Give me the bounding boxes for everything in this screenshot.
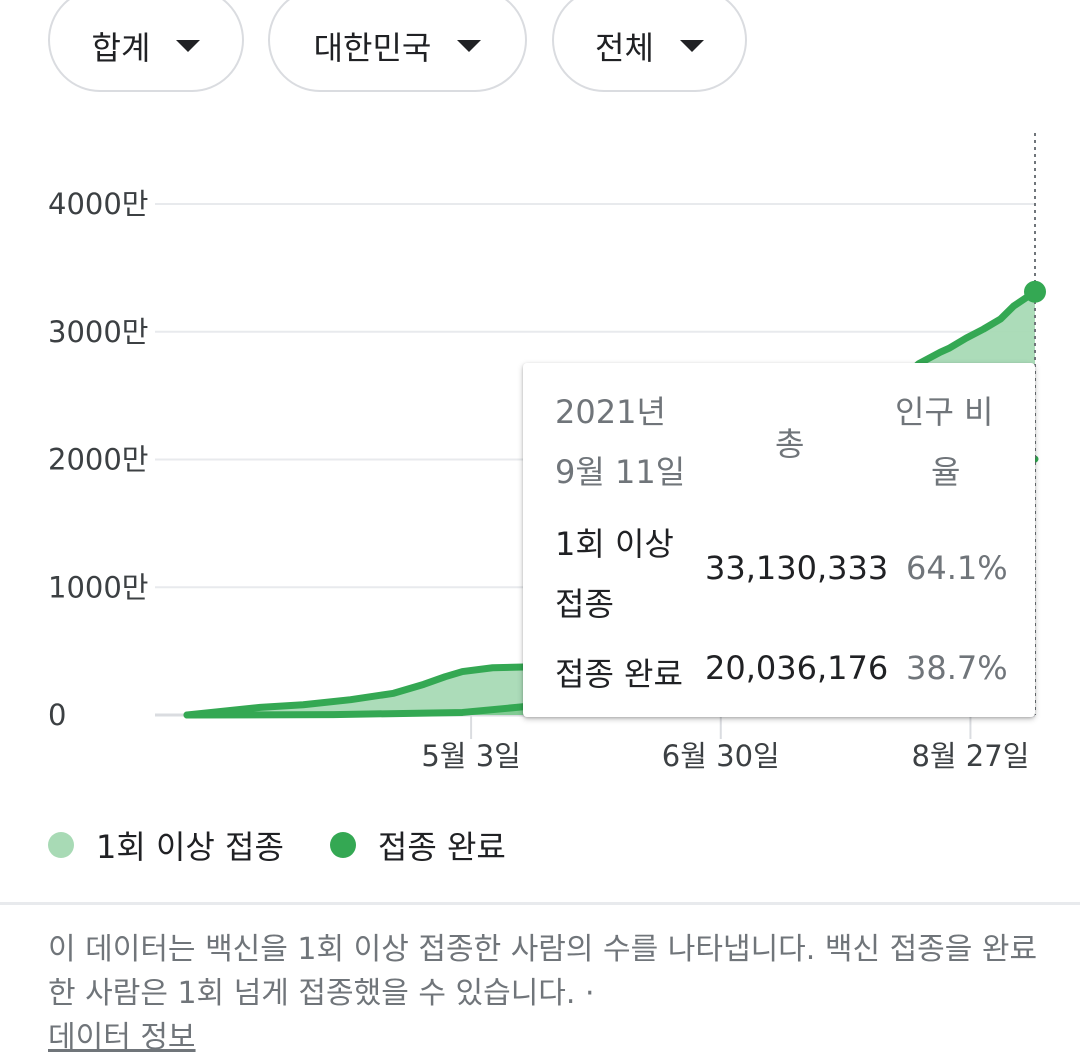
tooltip-row1-total: 33,130,333 <box>705 549 889 587</box>
y-tick-label: 3000만 <box>48 315 148 349</box>
dropdown-arrow-icon <box>457 40 482 52</box>
legend-label: 접종 완료 <box>377 828 506 866</box>
chart-legend: 1회 이상 접종 접종 완료 <box>48 822 552 868</box>
tooltip-row2-total: 20,036,176 <box>705 649 889 687</box>
tooltip-col-ratio-line2: 율 <box>931 453 961 491</box>
filter-chip-total[interactable]: 합계 <box>48 0 244 92</box>
tooltip-date-line1: 2021년 <box>555 393 666 431</box>
legend-item-first-dose[interactable]: 1회 이상 접종 <box>48 822 284 868</box>
tooltip-row1-ratio: 64.1% <box>906 549 1008 587</box>
dropdown-arrow-icon <box>679 40 704 52</box>
y-tick-label: 0 <box>48 698 66 732</box>
filter-chip-label: 대한민국 <box>313 29 432 67</box>
tooltip-date-line2: 9월 11일 <box>555 453 686 491</box>
legend-label: 1회 이상 접종 <box>96 828 284 866</box>
tooltip-row1-label-line2: 접종 <box>555 585 614 623</box>
hover-point <box>1024 280 1046 303</box>
y-tick-label: 4000만 <box>48 187 148 221</box>
y-tick-label: 1000만 <box>48 570 148 604</box>
tooltip-col-total: 총 <box>775 425 805 463</box>
legend-dot-icon <box>48 832 74 858</box>
legend-dot-icon <box>329 832 356 858</box>
data-note-text: 이 데이터는 백신을 1회 이상 접종한 사람의 수를 나타냅니다. 백신 접종… <box>48 932 1038 1011</box>
tooltip-col-ratio-line1: 인구 비 <box>895 393 994 431</box>
x-tick-label: 6월 30일 <box>662 739 780 773</box>
chart-tooltip: 2021년 9월 11일 총 인구 비 율 1회 이상 접종 33,130,33… <box>523 363 1035 717</box>
y-tick-label: 2000만 <box>48 443 148 477</box>
hover-marker <box>1024 133 1046 715</box>
section-divider <box>0 902 1080 905</box>
filter-chip-label: 전체 <box>595 29 654 67</box>
legend-item-fully-vaccinated[interactable]: 접종 완료 <box>329 822 506 868</box>
filter-chip-scope[interactable]: 전체 <box>552 0 747 92</box>
filter-chip-label: 합계 <box>91 29 151 67</box>
dropdown-arrow-icon <box>176 40 201 52</box>
data-info-link[interactable]: 데이터 정보 <box>48 1020 196 1055</box>
data-note: 이 데이터는 백신을 1회 이상 접종한 사람의 수를 나타냅니다. 백신 접종… <box>48 928 1038 1060</box>
x-tick-label: 5월 3일 <box>421 739 520 773</box>
x-tick-label: 8월 27일 <box>911 739 1029 773</box>
data-note-separator: · <box>585 976 595 1011</box>
tooltip-row2-label: 접종 완료 <box>555 655 683 693</box>
tooltip-row1-label-line1: 1회 이상 <box>555 525 674 563</box>
filter-chip-country[interactable]: 대한민국 <box>268 0 527 92</box>
axis-labels: 0 1000만 2000만 3000만 4000만 5월 3일 6월 30일 8월 27일 <box>48 187 1029 773</box>
tooltip-row2-ratio: 38.7% <box>906 649 1008 687</box>
series-line-0 <box>183 288 1039 719</box>
